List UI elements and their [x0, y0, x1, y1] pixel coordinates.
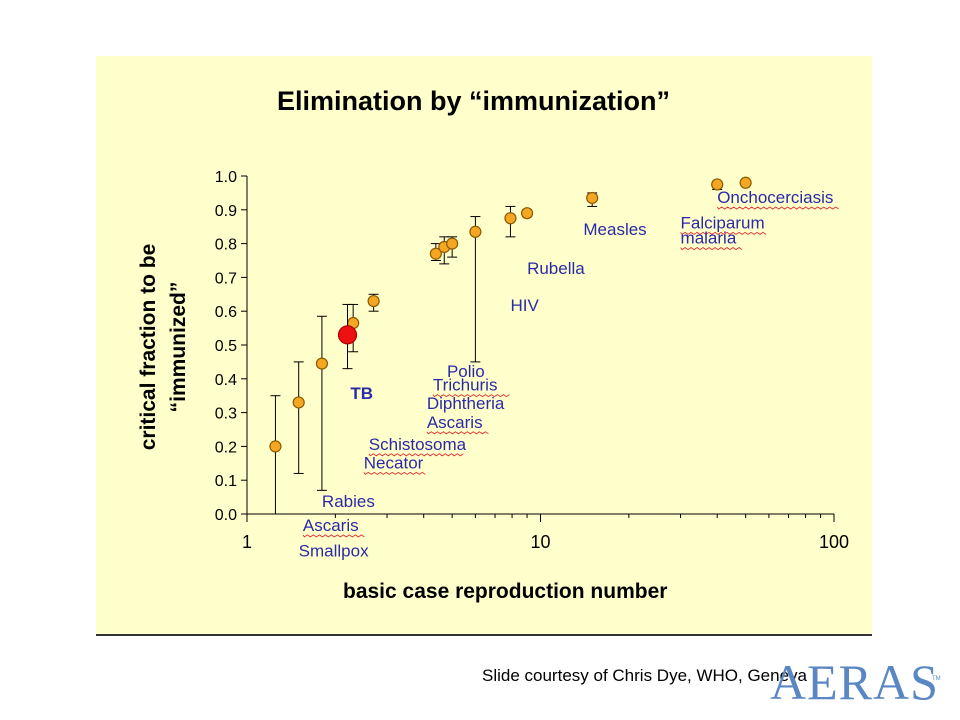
data-point — [504, 212, 517, 225]
slide-panel — [96, 56, 872, 634]
data-point — [367, 294, 380, 308]
annotation-polio: Polio — [447, 362, 485, 381]
spellcheck-underline — [432, 394, 510, 398]
annotation-measles: Measles — [583, 220, 646, 239]
annotation-trichuris: Trichuris — [433, 376, 498, 395]
data-point — [520, 207, 534, 220]
logo-wordmark: AERAS — [770, 654, 939, 710]
chart: Elimination by “immunization” 0.0 0.1 0.2 0.… — [137, 86, 849, 603]
annotation-necator: Necator — [364, 453, 424, 472]
y-tick-label: 0.8 — [215, 237, 237, 254]
data-point — [739, 176, 752, 189]
spellcheck-underline — [363, 471, 426, 475]
annotation-rabies: Rabies — [322, 492, 375, 511]
data-point — [586, 191, 599, 205]
y-tick-label: 0.3 — [215, 406, 237, 423]
x-tick-label: 10 — [530, 532, 550, 552]
spellcheck-underline — [368, 453, 464, 457]
data-point — [269, 440, 282, 453]
data-point — [315, 357, 329, 370]
annotation-onchocerciasis: Onchocerciasis — [717, 188, 833, 207]
data-point — [446, 237, 459, 250]
y-axis-label-line: critical fraction to be — [137, 244, 160, 451]
logo-trademark: TM — [932, 676, 941, 682]
y-tick-label: 1.0 — [215, 169, 237, 186]
panel-bottom-rule — [96, 634, 872, 636]
y-tick-label: 0.5 — [215, 338, 237, 355]
data-point — [711, 178, 724, 191]
x-tick-label: 1 — [242, 532, 252, 552]
y-tick-label: 0.0 — [215, 507, 237, 524]
spellcheck-underline — [426, 431, 489, 435]
y-tick-label: 0.1 — [215, 473, 237, 490]
y-tick-label: 0.9 — [215, 203, 237, 220]
data-point — [469, 225, 482, 238]
annotation-hiv: HIV — [510, 296, 539, 315]
annotation-ascaris: Ascaris — [427, 413, 483, 432]
x-tick-label: 100 — [819, 532, 849, 552]
aeras-logo: AERAS TM — [770, 650, 941, 716]
x-axis-label: basic case reproduction number — [343, 580, 667, 603]
spellcheck-underline — [302, 534, 365, 538]
annotation-ascaris: Ascaris — [303, 516, 359, 535]
spellcheck-underline — [680, 231, 767, 236]
y-tick-label: 0.7 — [215, 270, 237, 287]
y-axis-label-line: “immunized” — [167, 282, 190, 413]
chart-title: Elimination by “immunization” — [277, 86, 670, 116]
annotation-falciparum: Falciparum — [681, 213, 765, 232]
y-tick-label: 0.2 — [215, 439, 237, 456]
y-tick-label: 0.6 — [215, 304, 237, 321]
annotation-tb: TB — [350, 384, 373, 403]
tb-highlight-point — [337, 325, 358, 345]
annotation-smallpox: Smallpox — [299, 541, 369, 560]
annotation-rubella: Rubella — [527, 259, 585, 278]
data-point — [429, 247, 442, 260]
slide-credit: Slide courtesy of Chris Dye, WHO, Geneva — [482, 666, 808, 685]
y-tick-label: 0.4 — [215, 372, 237, 389]
annotation-diphtheria: Diphtheria — [427, 394, 505, 413]
data-point — [292, 396, 305, 409]
annotation-schistosoma: Schistosoma — [369, 435, 467, 454]
spellcheck-underline — [716, 206, 839, 210]
y-axis-label: critical fraction to be “immunized” — [137, 244, 190, 451]
spellcheck-underline — [680, 247, 743, 251]
annotation-malaria: malaria — [681, 229, 737, 248]
